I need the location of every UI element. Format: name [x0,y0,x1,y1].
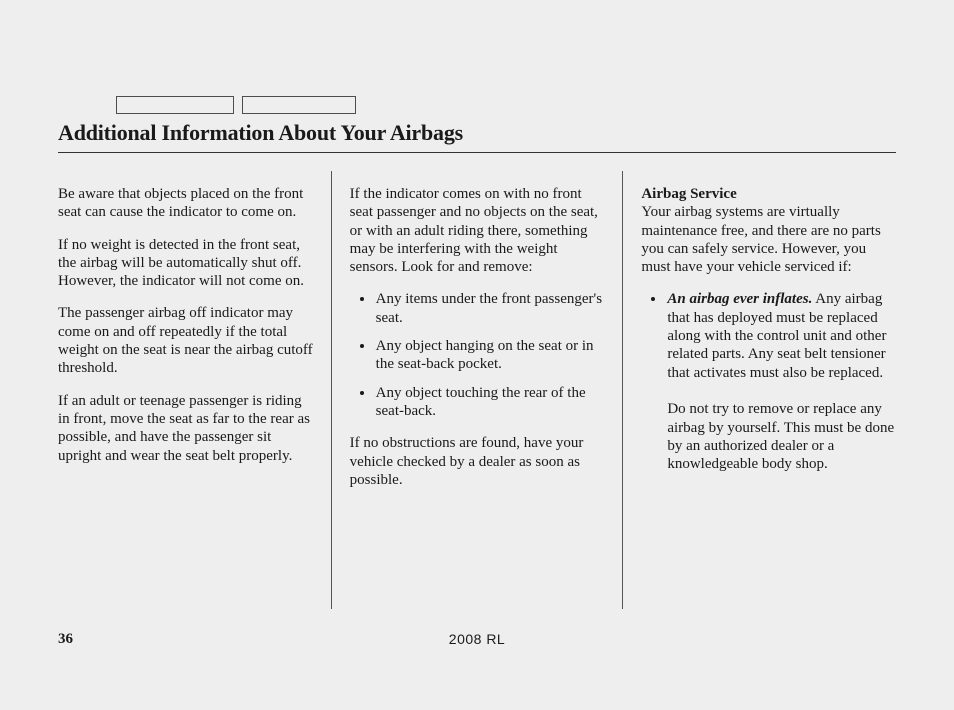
bullet-list: Any items under the front passenger's se… [350,290,605,420]
column-3: Airbag Service Your airbag systems are v… [622,171,896,609]
content-columns: Be aware that objects placed on the fron… [58,171,896,609]
para: If an adult or teenage passenger is ridi… [58,392,313,465]
subheading: Airbag Service [641,186,736,202]
para: Airbag Service Your airbag systems are v… [641,185,896,276]
bullet-list: An airbag ever inflates. Any airbag that… [641,290,896,473]
para: If the indicator comes on with no front … [350,185,605,276]
header-tab-1 [116,96,234,114]
para-text: Your airbag systems are virtually mainte… [641,204,880,275]
page-footer: 36 2008 RL [58,631,896,648]
para: The passenger airbag off indicator may c… [58,304,313,377]
list-item: Any items under the front passenger's se… [356,290,605,327]
para: Be aware that objects placed on the fron… [58,185,313,222]
header-tab-2 [242,96,356,114]
para: If no weight is detected in the front se… [58,236,313,291]
column-2: If the indicator comes on with no front … [331,171,623,609]
model-year: 2008 RL [58,631,896,647]
list-item: An airbag ever inflates. Any airbag that… [647,290,896,473]
para: If no obstructions are found, have your … [350,434,605,489]
para-text: Do not try to remove or replace any airb… [667,401,894,472]
list-item: Any object hanging on the seat or in the… [356,337,605,374]
bullet-lead: An airbag ever inflates. [667,291,812,307]
column-1: Be aware that objects placed on the fron… [58,171,331,609]
header-tabs [116,96,356,114]
list-item: Any object touching the rear of the seat… [356,384,605,421]
